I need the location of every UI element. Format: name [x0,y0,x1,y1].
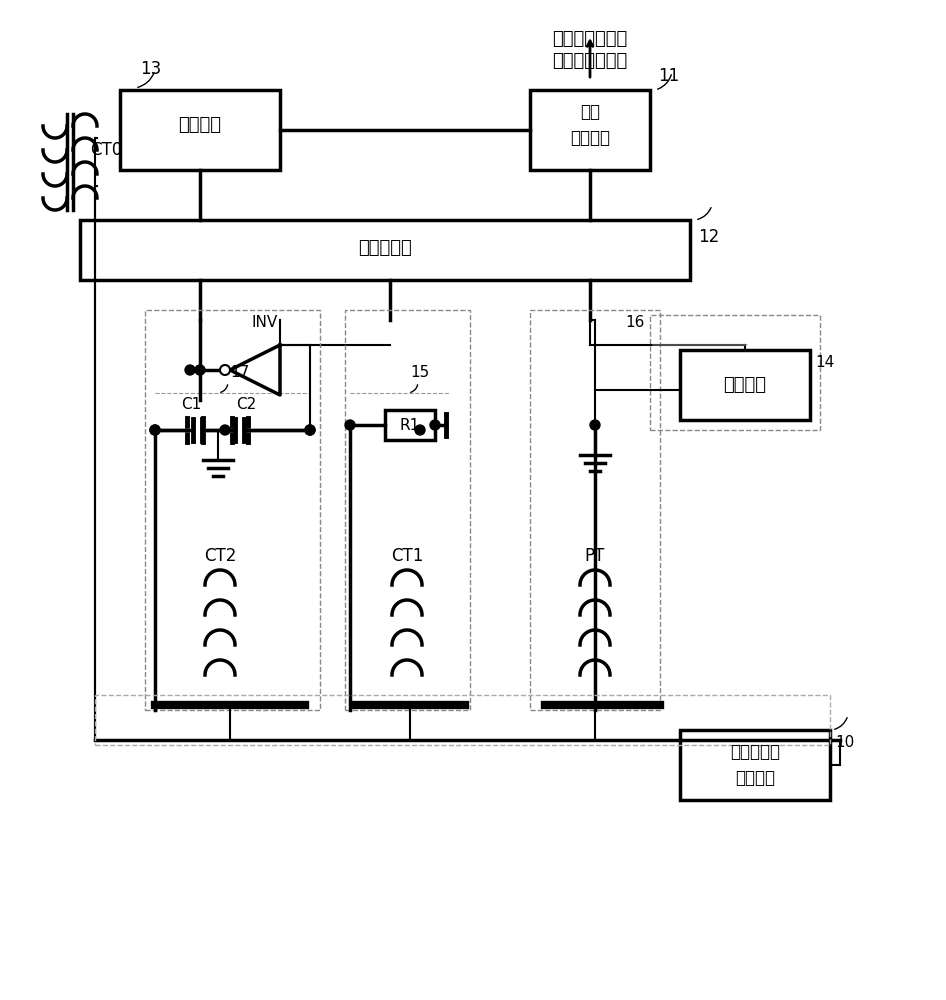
Text: 15: 15 [410,365,429,380]
Circle shape [430,420,440,430]
Circle shape [185,365,195,375]
Text: 第一
通信单元: 第一 通信单元 [570,104,610,146]
FancyBboxPatch shape [385,410,435,440]
Text: 17: 17 [230,365,249,380]
Circle shape [345,420,355,430]
Text: 至专变采集终端: 至专变采集终端 [552,30,627,48]
Text: PT: PT [585,547,605,565]
Text: CT1: CT1 [391,547,423,565]
FancyBboxPatch shape [80,220,690,280]
Text: 安全单元: 安全单元 [179,116,221,134]
Circle shape [220,425,230,435]
Text: 微控制单元: 微控制单元 [359,239,412,257]
Text: 14: 14 [815,355,834,370]
Text: 驱动电路: 驱动电路 [724,376,766,394]
Circle shape [590,420,600,430]
Text: R1: R1 [400,418,420,432]
Circle shape [220,365,230,375]
Text: 13: 13 [140,60,161,78]
Text: 电能表电流
采样电路: 电能表电流 采样电路 [730,744,780,786]
Circle shape [195,365,205,375]
Text: C1: C1 [181,397,201,412]
FancyBboxPatch shape [530,90,650,170]
Text: CT2: CT2 [203,547,236,565]
FancyBboxPatch shape [120,90,280,170]
Circle shape [305,425,315,435]
FancyBboxPatch shape [680,730,830,800]
Text: 16: 16 [625,315,644,330]
Text: 12: 12 [698,228,719,246]
Text: C2: C2 [236,397,256,412]
Text: INV: INV [252,315,278,330]
Circle shape [150,425,160,435]
Circle shape [150,425,160,435]
Circle shape [415,425,425,435]
Text: 11: 11 [658,67,679,85]
Text: CT0: CT0 [90,141,122,159]
Text: 10: 10 [835,735,854,750]
Text: 的第二通信单元: 的第二通信单元 [552,52,627,70]
Polygon shape [230,345,280,395]
Circle shape [305,425,315,435]
FancyBboxPatch shape [680,350,810,420]
